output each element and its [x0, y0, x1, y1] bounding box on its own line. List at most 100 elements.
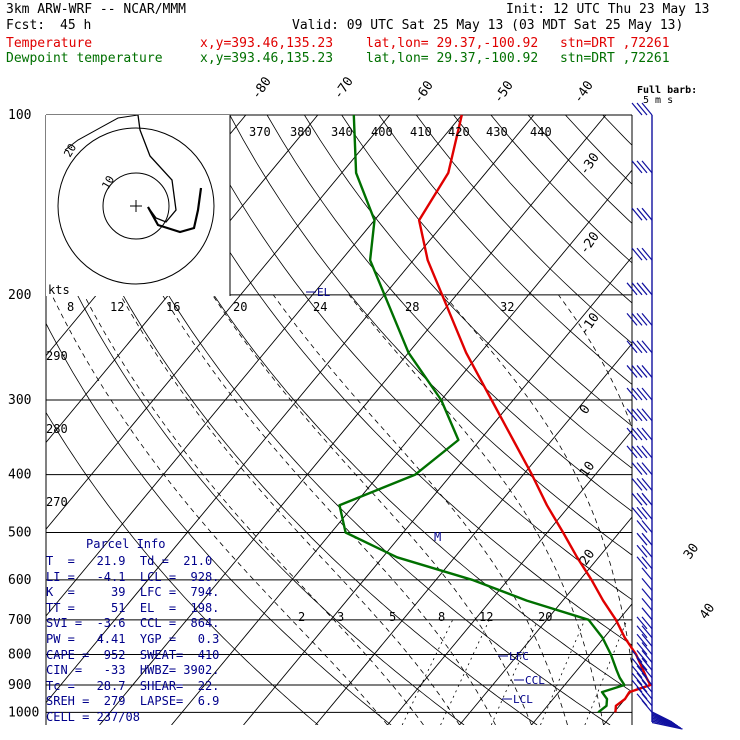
- wind-barb-flag: [641, 102, 653, 116]
- dry-adiabat-line: [46, 121, 538, 725]
- isotherm-label: 0: [577, 402, 594, 417]
- pressure-tick-label: 500: [8, 526, 31, 541]
- level-mark-label: LCL: [513, 693, 533, 706]
- wind-barb: [636, 532, 653, 546]
- dry-adiabat-line: [154, 115, 632, 646]
- wind-barb-flag: [641, 616, 653, 630]
- level-mark-label: LFC: [509, 650, 529, 663]
- wind-barb-flag: [626, 408, 638, 422]
- dry-adiabat-line: [266, 115, 632, 512]
- dewpoint-legend-label: Dewpoint temperature: [6, 51, 163, 66]
- isotherm-line: [243, 256, 632, 725]
- wind-barb: [636, 642, 653, 655]
- hodograph-speed-label: 8: [67, 300, 74, 314]
- hodograph-speed-label: 24: [313, 300, 327, 314]
- wind-barb-flag: [636, 665, 648, 679]
- isotherm-label: -20: [577, 229, 603, 257]
- mixing-ratio-label: 5: [389, 610, 396, 624]
- isotherm-label: 20: [577, 547, 598, 568]
- wind-barb-flag: [626, 282, 638, 296]
- isotherm-line: [46, 115, 319, 444]
- wind-barb-flag: [641, 650, 653, 663]
- wind-barb-flag: [631, 679, 643, 693]
- isotherm-line: [675, 115, 740, 725]
- dry-adiabat-line: [415, 115, 632, 344]
- wind-barb-flag: [636, 427, 648, 441]
- parcel-info-row: CELL = 237/08: [46, 709, 140, 724]
- dry-adiabat-line: [229, 115, 632, 556]
- moist-adiabat-line: [558, 294, 632, 429]
- wind-barb: [636, 556, 653, 570]
- moist-adiabat-line: [83, 294, 424, 725]
- wind-barb-flag: [636, 445, 648, 459]
- wind-barb-flag: [641, 408, 653, 422]
- wind-barb-flag: [631, 247, 643, 261]
- wind-barb-flag: [641, 597, 653, 611]
- wind-barb: [631, 506, 653, 520]
- hodograph-trace-upper: [64, 114, 139, 151]
- isotherm-line: [46, 115, 463, 617]
- mixing-ratio-label: 3: [337, 610, 344, 624]
- wind-barb-flag: [631, 387, 643, 401]
- hodograph-speed-label: 20: [233, 300, 247, 314]
- parcel-info-row: SVI = -3.6 CCL = 864.: [46, 616, 220, 631]
- dry-adiabat-line: [80, 115, 611, 725]
- wind-barb-flag: [631, 462, 643, 476]
- theta-label: 380: [290, 125, 312, 139]
- wind-barb-flag: [641, 657, 653, 671]
- wind-barb-flag: [641, 445, 653, 459]
- wind-barb: [636, 616, 653, 630]
- wind-barb-flag: [641, 462, 653, 476]
- wind-barb: [631, 492, 653, 506]
- hodograph-ring-label: 10: [99, 174, 117, 192]
- isotherm-label: -60: [411, 78, 437, 106]
- wind-barb-flag: [636, 312, 648, 326]
- theta-label: 340: [331, 125, 353, 139]
- mixing-ratio-line: [584, 619, 628, 725]
- wind-barb: [631, 665, 653, 679]
- wind-barb-flag: [636, 672, 648, 686]
- wind-barb-flag: [631, 102, 643, 116]
- barb-legend-title: Full barb:: [637, 85, 697, 96]
- wind-barb: [636, 633, 653, 647]
- moist-adiabat-line: [272, 294, 568, 725]
- parcel-info-row: CIN = -33 HWBZ= 3902.: [46, 663, 220, 678]
- wind-barb-flag: [641, 642, 653, 655]
- dewpoint-station: stn=DRT ,72261: [560, 51, 670, 66]
- dry-adiabat-line: [677, 115, 740, 725]
- wind-barb-flag: [631, 282, 643, 296]
- hodograph-speed-label: 12: [110, 300, 124, 314]
- wind-barb: [641, 588, 653, 601]
- theta-label: 270: [46, 495, 68, 509]
- wind-barb-flag: [641, 665, 653, 679]
- wind-barb: [631, 462, 653, 476]
- parcel-info-title: Parcel Info: [86, 537, 166, 551]
- wind-barb-flag: [631, 665, 643, 679]
- isotherm-line: [99, 115, 607, 725]
- theta-label: 370: [249, 125, 271, 139]
- diagram-clip-group: [46, 115, 740, 725]
- valid-time: Valid: 09 UTC Sat 25 May 13 (03 MDT Sat …: [292, 18, 684, 33]
- hodograph-trace-low: [147, 187, 203, 234]
- wind-barb-flag: [631, 408, 643, 422]
- wind-barb-flag: [636, 616, 648, 630]
- parcel-info-row: LI = -4.1 LCL = 928.: [46, 569, 220, 584]
- mixing-ratio-line: [440, 619, 490, 725]
- isotherm-line: [531, 603, 632, 725]
- pressure-tick-label: 400: [8, 468, 31, 483]
- mixing-ratio-label: 2: [298, 610, 305, 624]
- parcel-info-row: SREH = 279 LAPSE= 6.9: [46, 694, 220, 709]
- wind-barb: [626, 427, 653, 441]
- wind-barb-flag: [641, 340, 653, 354]
- temperature-station: stn=DRT ,72261: [560, 36, 670, 51]
- dry-adiabat-line: [341, 115, 632, 427]
- hodograph-speed-label: 16: [166, 300, 180, 314]
- dry-adiabat-line: [378, 115, 632, 385]
- wind-barb-flag: [636, 462, 648, 476]
- wind-barb: [626, 445, 653, 459]
- wind-barb-flag: [636, 625, 648, 639]
- wind-barb-flag: [651, 717, 679, 727]
- hodograph-ring-label: 20: [61, 142, 79, 160]
- forecast-label: Fcst:: [6, 18, 46, 33]
- hodograph-trace-mid: [137, 114, 177, 223]
